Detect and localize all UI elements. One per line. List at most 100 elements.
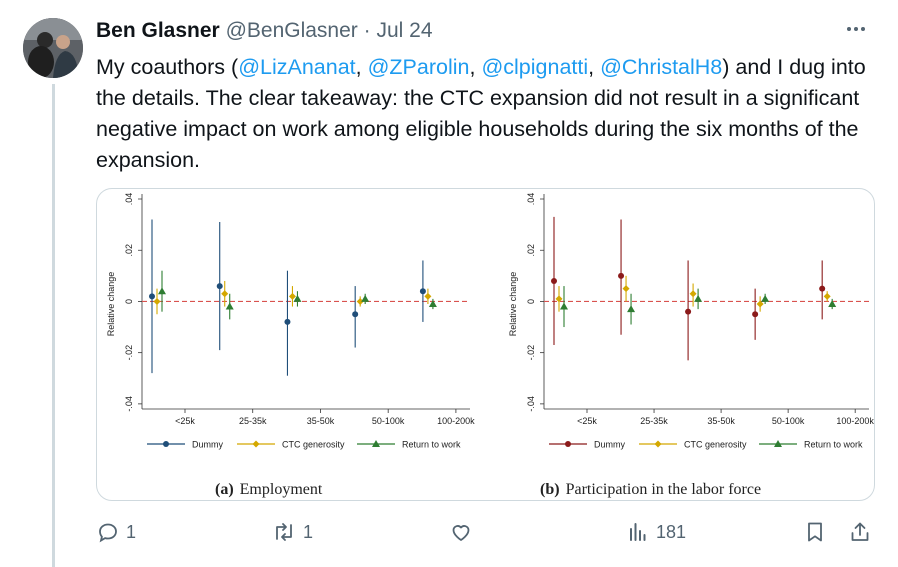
data-point	[756, 300, 764, 308]
y-tick-label: -.04	[526, 396, 536, 412]
mention-link[interactable]: @ZParolin	[367, 55, 470, 79]
avatar[interactable]	[23, 18, 83, 78]
data-point	[819, 285, 826, 292]
more-horizontal-icon	[847, 27, 865, 31]
reply-count: 1	[126, 521, 137, 542]
data-point	[551, 277, 557, 284]
legend-marker	[565, 441, 571, 447]
caption-title: Employment	[240, 481, 323, 498]
tweet-text-segment: ) and I dug into the details. The clear …	[96, 55, 866, 172]
data-point	[622, 285, 630, 293]
x-tick-label: 100-200k	[437, 416, 475, 426]
data-point	[221, 290, 229, 298]
legend-label: Return to work	[402, 440, 461, 450]
tweet-text-segment: ,	[469, 55, 482, 79]
data-point	[293, 294, 302, 302]
figure-image: -.04 -.02 0 .02 .04 Relative change <25k 25-35k…	[106, 193, 874, 498]
tweet-text-segment: ,	[588, 55, 601, 79]
data-point	[685, 308, 692, 315]
figure-caption: (a) Employment	[215, 481, 323, 498]
x-tick-label: 25-35k	[640, 416, 668, 426]
data-point	[560, 302, 568, 310]
y-tick-label: -.02	[526, 345, 536, 361]
author-name[interactable]: Ben Glasner	[96, 19, 220, 42]
data-point	[761, 294, 770, 302]
data-point	[424, 292, 432, 300]
legend-marker	[654, 440, 662, 448]
x-tick-label: 50-100k	[372, 416, 405, 426]
share-button[interactable]	[848, 520, 872, 544]
tweet-text-segment: My coauthors (	[96, 55, 239, 79]
tweet-media[interactable]: -.04 -.02 0 .02 .04 Relative change <25k 25-35k…	[96, 188, 875, 501]
data-point	[428, 300, 437, 307]
x-tick-label: 35-50k	[707, 416, 735, 426]
caption-panel-label: (a)	[215, 481, 234, 498]
x-tick-label: 50-100k	[772, 416, 805, 426]
y-axis-label: Relative change	[508, 272, 518, 337]
y-tick-label: -.02	[124, 345, 134, 361]
repost-icon	[276, 523, 292, 541]
legend-marker	[372, 440, 380, 447]
tweet-text: My coauthors (@LizAnanat, @ZParolin, @cl…	[96, 52, 876, 176]
tweet-text-segment: ,	[355, 55, 368, 79]
data-point	[361, 294, 370, 302]
bookmark-icon	[808, 522, 822, 542]
legend-marker	[774, 440, 782, 447]
data-point	[618, 272, 625, 279]
mention-link[interactable]: @LizAnanat	[238, 55, 356, 79]
x-tick-label: <25k	[175, 416, 195, 426]
data-point	[627, 305, 636, 313]
bookmark-button[interactable]	[803, 520, 827, 544]
data-point	[419, 288, 426, 295]
share-icon	[851, 522, 869, 541]
legend-label: Return to work	[804, 440, 863, 450]
data-point	[158, 287, 166, 295]
legend-label: CTC generosity	[282, 440, 345, 450]
tweet-date[interactable]: Jul 24	[376, 19, 433, 42]
y-tick-label: 0	[124, 299, 134, 304]
views-bar-chart-icon	[630, 523, 646, 541]
x-tick-label: 25-35k	[239, 416, 267, 426]
data-point	[153, 297, 161, 305]
legend-marker	[252, 440, 260, 448]
data-point	[356, 297, 364, 305]
y-axis-label: Relative change	[106, 272, 116, 337]
x-tick-label: <25k	[577, 416, 597, 426]
views-button[interactable]: 181	[626, 520, 686, 544]
y-tick-label: 0	[526, 299, 536, 304]
like-button[interactable]	[449, 520, 479, 544]
tweet-header: Ben Glasner @BenGlasner · Jul 24	[96, 19, 433, 43]
avatar-photo	[23, 18, 83, 78]
caption-panel-label: (b)	[540, 481, 560, 498]
y-tick-label: -.04	[124, 396, 134, 412]
data-point	[694, 294, 703, 302]
legend-label: CTC generosity	[684, 440, 747, 450]
figure-caption: (b) Participation in the labor force	[540, 481, 761, 498]
heart-icon	[452, 525, 470, 541]
caption-title: Participation in the labor force	[566, 481, 761, 498]
legend-marker	[163, 441, 169, 447]
author-handle[interactable]: @BenGlasner	[225, 19, 358, 42]
legend-label: Dummy	[594, 440, 625, 450]
legend-label: Dummy	[192, 440, 223, 450]
y-tick-label: .02	[526, 244, 536, 257]
mention-link[interactable]: @ChristalH8	[600, 55, 723, 79]
reply-button[interactable]: 1	[96, 520, 136, 544]
data-point	[149, 293, 155, 300]
repost-button[interactable]: 1	[271, 520, 313, 544]
x-tick-label: 100-200k	[836, 416, 874, 426]
thread-line	[52, 84, 55, 567]
mention-link[interactable]: @clpignatti	[481, 55, 589, 79]
data-point	[689, 290, 697, 298]
data-point	[823, 292, 831, 300]
more-button[interactable]	[845, 18, 867, 46]
y-tick-label: .04	[124, 193, 134, 206]
reply-icon	[99, 523, 117, 543]
action-bar: 1 1 181	[0, 510, 898, 558]
data-point	[216, 283, 223, 290]
data-point	[555, 295, 563, 303]
header-separator: ·	[363, 19, 371, 42]
data-point	[284, 318, 291, 325]
data-point	[828, 300, 837, 307]
data-point	[288, 292, 296, 300]
